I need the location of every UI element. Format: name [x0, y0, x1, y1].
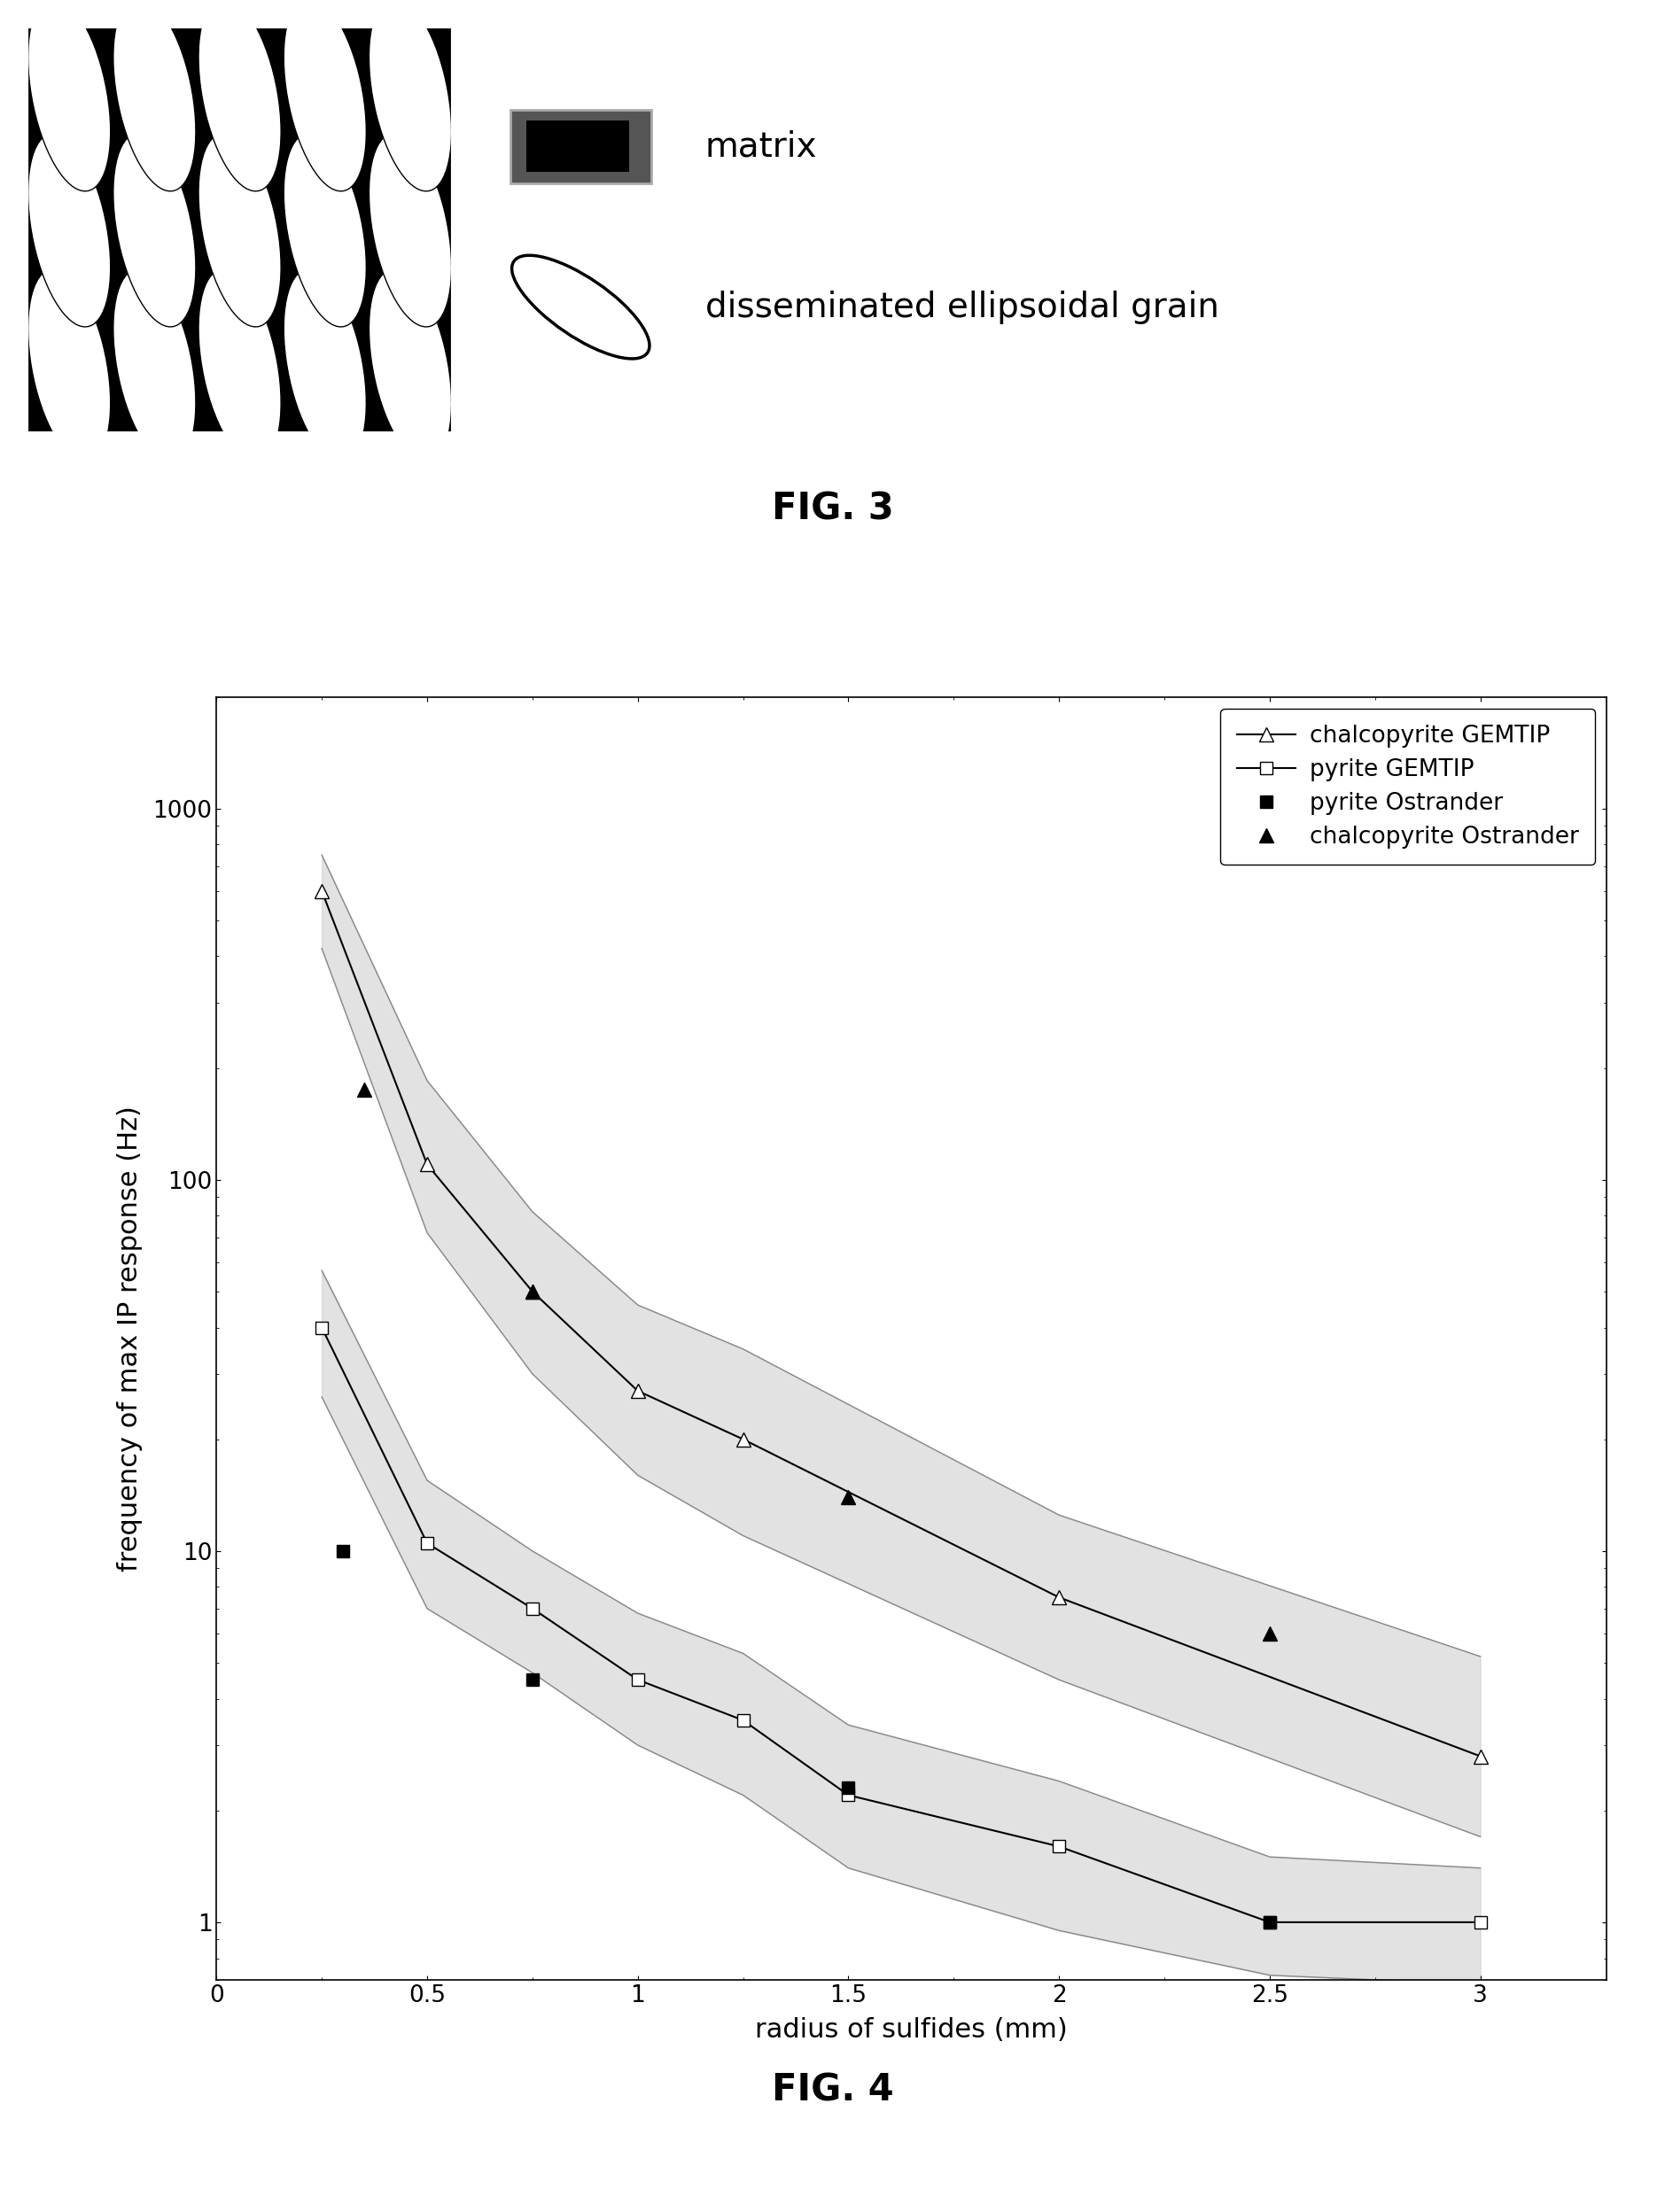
Ellipse shape	[28, 133, 110, 327]
chalcopyrite GEMTIP	[311, 878, 331, 905]
Y-axis label: frequency of max IP response (Hz): frequency of max IP response (Hz)	[117, 1106, 143, 1571]
Ellipse shape	[283, 270, 366, 462]
chalcopyrite GEMTIP	[628, 1378, 648, 1405]
Ellipse shape	[198, 270, 281, 462]
pyrite GEMTIP	[839, 1783, 859, 1809]
Text: disseminated ellipsoidal grain: disseminated ellipsoidal grain	[704, 290, 1219, 323]
chalcopyrite GEMTIP	[418, 1150, 438, 1177]
pyrite Ostrander	[333, 1537, 353, 1564]
chalcopyrite GEMTIP	[523, 1279, 543, 1305]
chalcopyrite GEMTIP	[733, 1427, 753, 1453]
Ellipse shape	[198, 133, 281, 327]
Line: pyrite Ostrander: pyrite Ostrander	[336, 1544, 1275, 1929]
Text: FIG. 3: FIG. 3	[771, 491, 894, 526]
Ellipse shape	[113, 0, 196, 190]
pyrite GEMTIP	[418, 1531, 438, 1557]
pyrite GEMTIP	[1049, 1834, 1069, 1860]
chalcopyrite Ostrander	[1260, 1619, 1280, 1646]
chalcopyrite Ostrander	[355, 1077, 375, 1104]
Legend: chalcopyrite GEMTIP, pyrite GEMTIP, pyrite Ostrander, chalcopyrite Ostrander: chalcopyrite GEMTIP, pyrite GEMTIP, pyri…	[1220, 708, 1595, 865]
Bar	[526, 122, 629, 173]
Ellipse shape	[28, 0, 110, 190]
Ellipse shape	[28, 270, 110, 462]
chalcopyrite Ostrander	[523, 1279, 543, 1305]
Line: chalcopyrite GEMTIP: chalcopyrite GEMTIP	[315, 885, 1487, 1763]
pyrite GEMTIP	[1260, 1909, 1280, 1936]
Ellipse shape	[370, 0, 451, 190]
Bar	[509, 111, 651, 184]
chalcopyrite Ostrander	[839, 1484, 859, 1511]
pyrite GEMTIP	[628, 1666, 648, 1692]
pyrite Ostrander	[1260, 1909, 1280, 1936]
Line: chalcopyrite Ostrander: chalcopyrite Ostrander	[356, 1082, 1277, 1641]
pyrite GEMTIP	[733, 1708, 753, 1734]
Text: matrix: matrix	[704, 131, 818, 164]
Text: FIG. 4: FIG. 4	[771, 2073, 894, 2108]
X-axis label: radius of sulfides (mm): radius of sulfides (mm)	[756, 2017, 1067, 2042]
pyrite Ostrander	[839, 1774, 859, 1801]
Ellipse shape	[370, 270, 451, 462]
Ellipse shape	[198, 0, 281, 190]
chalcopyrite GEMTIP	[1049, 1584, 1069, 1610]
Ellipse shape	[113, 270, 196, 462]
pyrite GEMTIP	[1470, 1909, 1490, 1936]
Line: pyrite GEMTIP: pyrite GEMTIP	[316, 1321, 1487, 1929]
Ellipse shape	[283, 133, 366, 327]
pyrite GEMTIP	[523, 1595, 543, 1621]
chalcopyrite GEMTIP	[1470, 1743, 1490, 1770]
Ellipse shape	[283, 0, 366, 190]
Ellipse shape	[113, 133, 196, 327]
Ellipse shape	[511, 254, 649, 358]
pyrite Ostrander	[523, 1666, 543, 1692]
Ellipse shape	[370, 133, 451, 327]
pyrite GEMTIP	[311, 1314, 331, 1340]
